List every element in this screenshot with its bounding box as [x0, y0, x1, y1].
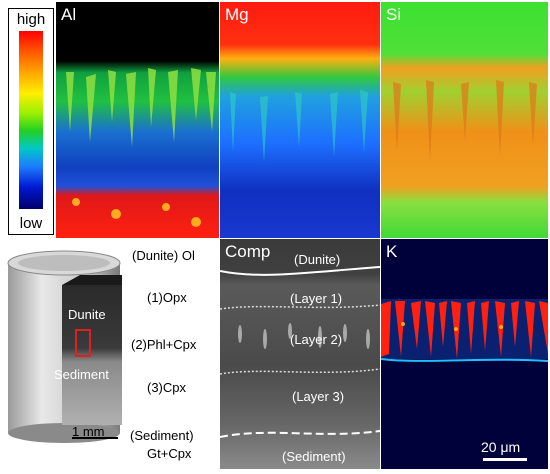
comp-dunite-label: (Dunite): [294, 252, 341, 267]
si-map-panel: Si: [381, 2, 548, 238]
region-box: [75, 329, 91, 357]
k-scale-label: 20 μm: [481, 439, 521, 455]
si-map-image: [381, 2, 548, 238]
mg-map-panel: Mg: [220, 2, 380, 238]
k-map-image: [381, 239, 548, 469]
comp-map-label: Comp: [225, 242, 271, 261]
schematic-dunite-label: Dunite: [68, 307, 106, 322]
si-map-label: Si: [386, 5, 402, 24]
k-scale-bar: [483, 458, 527, 461]
phase-label-sediment-minerals: Gt+Cpx: [147, 446, 192, 461]
al-map-panel: Al: [56, 2, 219, 238]
phase-label-dunite: (Dunite) Ol: [132, 248, 195, 263]
comp-image-panel: Comp (Dunite) (Layer 1) (Layer 2) (Layer…: [220, 239, 380, 469]
al-map-label: Al: [61, 5, 77, 24]
phase-label-layer3: (3)Cpx: [147, 380, 187, 395]
scale-low-label: low: [19, 215, 43, 232]
comp-layer2-label: (Layer 2): [290, 332, 343, 347]
mg-map-label: Mg: [225, 5, 249, 24]
phase-label-layer1: (1)Opx: [147, 290, 187, 305]
color-gradient-bar: [19, 31, 43, 209]
schematic-scale-bar: [72, 437, 118, 439]
color-scale-legend: high low: [8, 8, 54, 235]
sample-schematic: Dunite Sediment: [0, 245, 132, 445]
k-map-label: K: [386, 242, 398, 261]
phase-label-sediment: (Sediment): [130, 428, 194, 443]
k-map-panel: K 20 μm: [381, 239, 548, 469]
schematic-scale-label: 1 mm: [72, 424, 105, 439]
mg-map-image: [220, 2, 380, 238]
cylinder-cutaway-diagram: [7, 250, 122, 443]
schematic-sediment-label: Sediment: [54, 367, 109, 382]
phase-label-layer2: (2)Phl+Cpx: [131, 337, 197, 352]
comp-layer1-label: (Layer 1): [290, 291, 343, 306]
comp-sediment-label: (Sediment): [282, 449, 346, 464]
scale-high-label: high: [16, 11, 46, 28]
comp-layer3-label: (Layer 3): [292, 389, 345, 404]
al-map-image: [56, 2, 219, 238]
comp-bse-image: [220, 239, 380, 469]
